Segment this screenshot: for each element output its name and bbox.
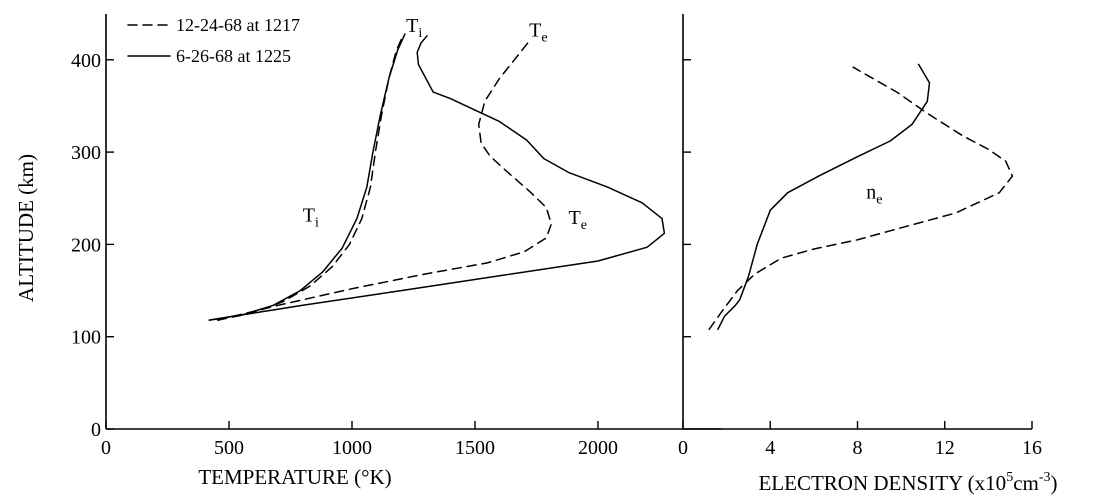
dashed-te-curve [217,40,553,321]
y-tick-label: 400 [71,50,101,72]
legend-label-dashed: 12-24-68 at 1217 [176,15,300,35]
solid-ne-curve [717,63,931,331]
altitude-axis-title: ALTITUDE (km) [14,154,38,302]
x-tick-label: 1000 [332,437,372,459]
x-tick-label: 0 [678,437,688,459]
electron-density-axis-title: ELECTRON DENSITY (x105cm-3) [758,470,1057,495]
legend-label-solid: 6-26-68 at 1225 [176,46,291,66]
curve-label: Te [529,20,547,46]
curve-label: Te [568,207,586,233]
electron-density-chart: 0 4 8 12 16 ne [678,14,1042,459]
x-tick-label: 0 [101,437,111,459]
y-tick-label: 0 [91,419,101,441]
x-tick-label: 16 [1022,437,1042,459]
legend: 12-24-68 at 1217 6-26-68 at 1225 [127,15,300,66]
x-tick-label: 1500 [455,437,495,459]
y-tick-label: 200 [71,234,101,256]
solid-ti-curve [208,33,406,321]
solid-te-curve [208,35,666,321]
curve-label: ne [866,181,882,207]
temperature-chart: 0 500 1000 1500 2000 0 100 200 300 400 Ti Te Ti Te [71,14,721,459]
x-tick-label: 12 [935,437,955,459]
y-tick-label: 300 [71,142,101,164]
x-tick-label: 8 [853,437,863,459]
dashed-ti-curve [217,35,404,321]
x-tick-label: 2000 [578,437,618,459]
curve-label: Ti [406,15,422,41]
x-tick-label: 4 [765,437,775,459]
y-tick-label: 100 [71,327,101,349]
curve-label: Ti [303,204,319,230]
dashed-ne-curve [708,66,1014,331]
temperature-axis-title: TEMPERATURE (°K) [198,465,391,489]
x-tick-label: 500 [214,437,244,459]
